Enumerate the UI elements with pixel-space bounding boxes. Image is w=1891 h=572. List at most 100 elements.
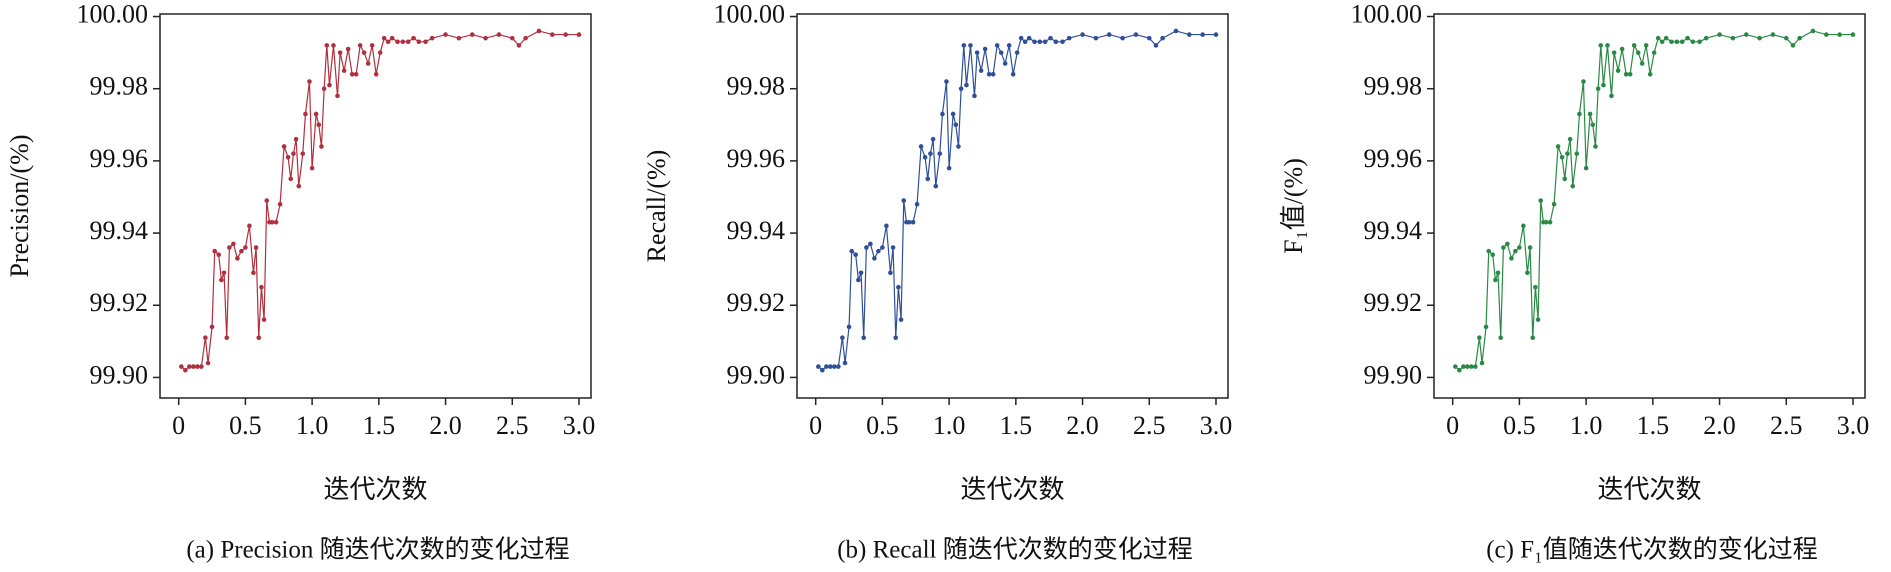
data-point (227, 245, 232, 250)
data-point (910, 219, 916, 225)
data-point (820, 367, 825, 373)
y-tick-label: 99.92 (727, 288, 786, 317)
data-point (876, 248, 881, 254)
data-point (1674, 39, 1680, 45)
data-point (429, 35, 435, 41)
data-point (1533, 284, 1538, 290)
data-point (1651, 50, 1657, 55)
data-point (247, 223, 252, 229)
data-point (1797, 35, 1802, 41)
data-point (381, 35, 387, 41)
data-point (216, 252, 222, 258)
data-point (898, 317, 904, 322)
x-tick-label: 1.5 (363, 411, 396, 440)
data-point (1006, 43, 1012, 48)
x-tick-label: 1.5 (1637, 411, 1670, 440)
y-tick-label: 99.96 (727, 144, 786, 173)
x-tick-label: 0.5 (229, 411, 262, 440)
data-point (1593, 144, 1598, 149)
data-point (1703, 35, 1709, 41)
data-point (1517, 245, 1522, 250)
data-point (1601, 82, 1606, 88)
data-point (296, 183, 302, 189)
data-point (1577, 111, 1582, 117)
data-point (443, 32, 448, 37)
data-point (1022, 39, 1028, 45)
data-point (1543, 219, 1549, 225)
data-point (1093, 35, 1099, 41)
data-point (224, 335, 230, 341)
x-axis-label: 迭代次数 (1597, 475, 1701, 504)
data-point (1453, 364, 1458, 369)
x-tick-label: 0.5 (1503, 411, 1536, 440)
x-tick-label: 0.5 (866, 411, 899, 440)
data-point (990, 71, 996, 77)
data-point (1770, 32, 1776, 37)
data-point (953, 122, 959, 128)
plot-frame (1433, 13, 1866, 399)
data-point (1187, 32, 1192, 37)
data-point (516, 43, 522, 48)
data-point (341, 68, 347, 73)
data-point (1643, 43, 1649, 48)
data-point (1479, 360, 1485, 366)
data-point (1457, 367, 1462, 373)
data-point (309, 165, 315, 171)
data-point (986, 71, 992, 77)
data-point (1824, 32, 1829, 37)
x-tick-label: 1.0 (933, 411, 966, 440)
data-point (906, 219, 912, 225)
data-point (1538, 198, 1544, 203)
data-point (576, 32, 582, 37)
data-point (1493, 277, 1498, 283)
data-point (1647, 71, 1653, 77)
data-point (324, 43, 330, 48)
series-line (817, 30, 1216, 372)
data-point (922, 154, 928, 160)
data-point (1590, 122, 1596, 128)
data-point (349, 71, 355, 77)
data-point (1505, 241, 1510, 247)
data-point (1730, 35, 1736, 41)
data-point (933, 183, 939, 189)
x-tick-label: 0 (809, 411, 822, 440)
data-point (1583, 165, 1589, 171)
data-point (307, 79, 312, 84)
data-point (998, 50, 1004, 55)
data-point (395, 39, 400, 45)
data-point (293, 136, 299, 142)
data-point (179, 364, 184, 369)
x-axis-label: 迭代次数 (960, 475, 1064, 504)
y-axis-label: Precision/(%) (5, 135, 34, 278)
data-point (1535, 317, 1541, 322)
y-tick-label: 99.94 (1364, 216, 1423, 245)
data-point (303, 111, 308, 117)
data-point (209, 324, 215, 330)
data-point (950, 111, 956, 117)
caption: (c) F₁值随迭代次数的变化过程 (1486, 536, 1818, 564)
data-point (373, 71, 379, 77)
data-point (1837, 32, 1842, 37)
data-point (1473, 364, 1478, 369)
data-point (1521, 223, 1526, 229)
y-tick-label: 99.92 (1364, 288, 1423, 317)
panel: 99.90 99.92 99.94 99.96 99.98 100.00 0 0.5 1.0 1.… (1279, 0, 1869, 564)
data-point (1655, 35, 1661, 41)
data-point (353, 71, 359, 77)
data-point (1477, 335, 1482, 341)
data-point (416, 39, 422, 45)
data-point (1551, 201, 1557, 207)
x-axis-label: 迭代次数 (323, 475, 427, 504)
data-point (1483, 324, 1489, 330)
data-point (1595, 86, 1601, 92)
data-point (968, 43, 973, 48)
y-tick-label: 99.98 (1364, 72, 1423, 101)
data-point (1026, 35, 1032, 41)
data-point (958, 86, 964, 92)
x-tick-label: 2.5 (496, 411, 529, 440)
x-tick-label: 3.0 (1200, 411, 1233, 440)
data-point (1635, 50, 1641, 55)
data-point (483, 35, 488, 41)
data-point (1663, 35, 1669, 41)
